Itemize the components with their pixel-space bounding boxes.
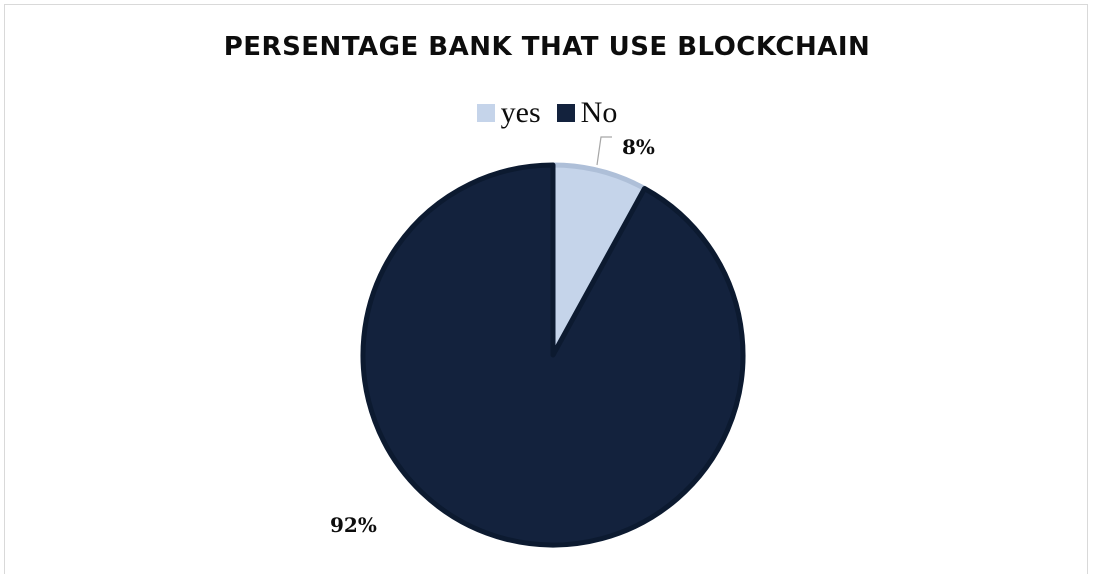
legend-item-yes: yes [476, 96, 541, 130]
legend-swatch-yes [476, 104, 495, 122]
legend-label-no: No [580, 96, 618, 129]
leader-line-yes [596, 136, 612, 166]
data-label-no: 92% [330, 513, 377, 537]
legend-item-no: No [556, 96, 618, 130]
legend-label-yes: yes [500, 96, 541, 129]
legend: yes No [0, 96, 1094, 130]
legend-swatch-no [556, 104, 575, 122]
pie-slice-no [360, 162, 746, 548]
chart-title: PERSENTAGE BANK THAT USE BLOCKCHAIN [223, 32, 871, 62]
data-label-yes: 8% [622, 135, 655, 159]
